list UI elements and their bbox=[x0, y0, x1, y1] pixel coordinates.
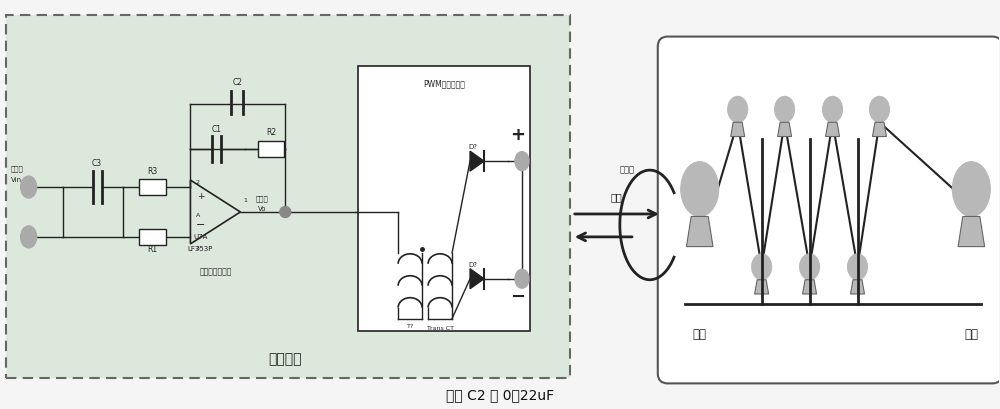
Ellipse shape bbox=[775, 97, 795, 123]
Ellipse shape bbox=[952, 162, 990, 217]
Polygon shape bbox=[731, 123, 745, 137]
Ellipse shape bbox=[869, 97, 889, 123]
Text: R3: R3 bbox=[147, 167, 158, 176]
Polygon shape bbox=[755, 280, 769, 294]
Polygon shape bbox=[686, 217, 713, 247]
Text: 3: 3 bbox=[195, 245, 199, 250]
Text: D?: D? bbox=[469, 144, 478, 150]
Ellipse shape bbox=[21, 177, 37, 198]
Circle shape bbox=[280, 207, 291, 218]
Ellipse shape bbox=[728, 97, 748, 123]
Text: Trans CT: Trans CT bbox=[427, 325, 454, 330]
Polygon shape bbox=[826, 123, 840, 137]
Text: 三型误差放大器: 三型误差放大器 bbox=[199, 267, 232, 276]
Text: Vin: Vin bbox=[11, 177, 22, 183]
Text: 1: 1 bbox=[243, 198, 247, 202]
Text: A: A bbox=[196, 212, 201, 218]
Polygon shape bbox=[778, 123, 792, 137]
Text: +: + bbox=[510, 126, 525, 144]
FancyBboxPatch shape bbox=[658, 38, 1000, 384]
Polygon shape bbox=[470, 269, 484, 289]
Text: C3: C3 bbox=[91, 159, 102, 168]
Polygon shape bbox=[470, 152, 484, 172]
FancyBboxPatch shape bbox=[6, 16, 570, 378]
Polygon shape bbox=[851, 280, 864, 294]
Text: 2: 2 bbox=[195, 180, 199, 184]
Ellipse shape bbox=[823, 97, 843, 123]
Text: R1: R1 bbox=[147, 244, 158, 253]
Ellipse shape bbox=[681, 162, 719, 217]
Text: C2: C2 bbox=[232, 78, 242, 87]
Text: U7A: U7A bbox=[193, 233, 208, 239]
Text: 控制量: 控制量 bbox=[256, 195, 269, 201]
Text: PWM开关整流器: PWM开关整流器 bbox=[423, 79, 465, 88]
Bar bbox=[139, 180, 166, 196]
Text: 连接器: 连接器 bbox=[11, 165, 23, 171]
Text: 其中 C2 为 0．22uF: 其中 C2 为 0．22uF bbox=[446, 387, 554, 401]
Bar bbox=[258, 142, 284, 158]
Polygon shape bbox=[958, 217, 985, 247]
Text: 集电环: 集电环 bbox=[619, 165, 634, 174]
Text: 电流: 电流 bbox=[611, 191, 623, 202]
Ellipse shape bbox=[515, 270, 529, 288]
Text: D?: D? bbox=[469, 261, 478, 267]
Ellipse shape bbox=[21, 226, 37, 248]
Text: Vo: Vo bbox=[258, 205, 267, 211]
Bar bbox=[139, 229, 166, 245]
Polygon shape bbox=[803, 280, 817, 294]
Text: 卷出: 卷出 bbox=[693, 327, 707, 340]
Text: −: − bbox=[196, 219, 205, 229]
Text: T?: T? bbox=[406, 323, 414, 328]
Bar bbox=[358, 67, 530, 331]
Ellipse shape bbox=[848, 254, 867, 280]
Ellipse shape bbox=[515, 152, 529, 171]
Ellipse shape bbox=[752, 254, 772, 280]
Polygon shape bbox=[872, 123, 886, 137]
Text: R2: R2 bbox=[266, 128, 276, 137]
Text: C1: C1 bbox=[211, 125, 221, 134]
Text: −: − bbox=[510, 287, 526, 305]
Text: 直流电源: 直流电源 bbox=[269, 352, 302, 366]
Text: +: + bbox=[197, 191, 204, 200]
Ellipse shape bbox=[800, 254, 820, 280]
Text: LF353P: LF353P bbox=[188, 245, 213, 251]
Text: 卷取: 卷取 bbox=[964, 327, 978, 340]
